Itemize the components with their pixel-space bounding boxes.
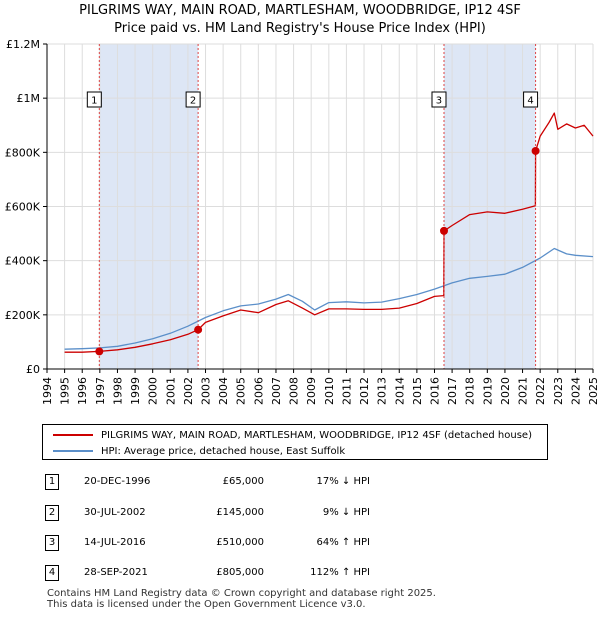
sale-number-badge: 4	[45, 565, 59, 581]
sale-label-text: 1	[91, 96, 97, 107]
sale-price: £805,000	[216, 567, 264, 578]
x-tick-label: 2005	[235, 377, 248, 405]
footer-copyright: Contains HM Land Registry data © Crown c…	[47, 588, 436, 599]
x-tick-label: 2021	[517, 377, 530, 405]
x-tick-label: 2009	[305, 377, 318, 405]
legend-label-hpi: HPI: Average price, detached house, East…	[101, 445, 346, 457]
sale-label-text: 2	[190, 96, 196, 107]
sale-price: £145,000	[216, 507, 264, 518]
y-tick-label: £0	[26, 363, 40, 376]
sale-label-text: 4	[527, 96, 533, 107]
x-tick-label: 2018	[464, 377, 477, 405]
sale-number-badge: 1	[45, 474, 59, 490]
legend-label-price: PILGRIMS WAY, MAIN ROAD, MARTLESHAM, WOO…	[101, 429, 532, 441]
sale-date: 30-JUL-2002	[84, 507, 146, 518]
x-tick-label: 2023	[552, 377, 565, 405]
price-chart: 1 2 3 4 £0 £200K £400K £600K £800K £1M £1.2M 1994 1…	[5, 38, 600, 405]
x-tick-label: 2025	[587, 377, 600, 405]
chart-legend: PILGRIMS WAY, MAIN ROAD, MARTLESHAM, WOO…	[42, 424, 548, 460]
sale-point	[95, 347, 104, 356]
x-tick-label: 2011	[340, 377, 353, 405]
sale-label-box	[523, 91, 539, 108]
legend-entry-price: PILGRIMS WAY, MAIN ROAD, MARTLESHAM, WOO…	[53, 427, 532, 443]
legend-entry-hpi: HPI: Average price, detached house, East…	[53, 443, 345, 459]
footer-licence: This data is licensed under the Open Gov…	[47, 599, 366, 610]
x-tick-label: 2017	[446, 377, 459, 405]
y-tick-label: £400K	[5, 255, 41, 268]
legend-swatch-price	[53, 434, 93, 436]
x-tick-label: 1998	[111, 377, 124, 405]
sale-label-text: 3	[436, 96, 442, 107]
sale-hpi-comparison: 64% ↑ HPI	[316, 537, 370, 548]
sale-hpi-comparison: 9% ↓ HPI	[322, 507, 370, 518]
x-tick-label: 2022	[534, 377, 547, 405]
legend-swatch-hpi	[53, 450, 93, 452]
x-tick-label: 1997	[94, 377, 107, 405]
x-tick-label: 2000	[147, 377, 160, 405]
x-tick-label: 2004	[217, 377, 230, 405]
sale-date: 28-SEP-2021	[84, 567, 148, 578]
sale-price: £510,000	[216, 537, 264, 548]
sale-price: £65,000	[222, 476, 264, 487]
y-tick-label: £1.2M	[6, 38, 40, 51]
x-tick-label: 2020	[499, 377, 512, 405]
sale-date: 20-DEC-1996	[84, 476, 151, 487]
sale-hpi-comparison: 112% ↑ HPI	[310, 567, 370, 578]
x-tick-label: 2012	[358, 377, 371, 405]
x-tick-label: 2014	[393, 377, 406, 405]
y-tick-label: £800K	[5, 146, 41, 159]
sale-row: 1 20-DEC-1996 £65,000 17% ↓ HPI	[42, 474, 562, 492]
price-paid-line	[64, 112, 594, 353]
sale-label-box	[86, 91, 102, 108]
sale-label-box	[431, 91, 447, 108]
chart-subtitle: Price paid vs. HM Land Registry's House …	[114, 21, 486, 36]
sale-point	[194, 325, 203, 334]
sale-point	[531, 146, 540, 155]
y-tick-label: £600K	[5, 201, 41, 214]
sale-number-badge: 2	[45, 505, 59, 521]
sale-point	[439, 226, 448, 235]
x-tick-label: 1999	[129, 377, 142, 405]
x-tick-label: 1995	[59, 377, 72, 405]
sale-row: 2 30-JUL-2002 £145,000 9% ↓ HPI	[42, 505, 562, 523]
x-tick-label: 2003	[200, 377, 213, 405]
x-tick-label: 2016	[428, 377, 441, 405]
sale-label-box	[185, 91, 201, 108]
x-tick-label: 1996	[76, 377, 89, 405]
x-tick-label: 2010	[323, 377, 336, 405]
sale-date: 14-JUL-2016	[84, 537, 146, 548]
x-tick-label: 2024	[569, 377, 582, 405]
x-tick-label: 2013	[376, 377, 389, 405]
sale-hpi-comparison: 17% ↓ HPI	[316, 476, 370, 487]
sale-row: 3 14-JUL-2016 £510,000 64% ↑ HPI	[42, 535, 562, 553]
x-tick-label: 2001	[164, 377, 177, 405]
x-tick-label: 2008	[288, 377, 301, 405]
x-tick-label: 2015	[411, 377, 424, 405]
x-tick-label: 2002	[182, 377, 195, 405]
y-tick-label: £200K	[5, 309, 41, 322]
x-tick-label: 2007	[270, 377, 283, 405]
hpi-line	[64, 247, 594, 350]
y-tick-label: £1M	[17, 92, 41, 105]
sale-row: 4 28-SEP-2021 £805,000 112% ↑ HPI	[42, 565, 562, 583]
x-tick-label: 2006	[252, 377, 265, 405]
x-tick-label: 1994	[41, 377, 54, 405]
chart-title: PILGRIMS WAY, MAIN ROAD, MARTLESHAM, WOO…	[79, 3, 521, 18]
sale-number-badge: 3	[45, 535, 59, 551]
x-tick-label: 2019	[481, 377, 494, 405]
